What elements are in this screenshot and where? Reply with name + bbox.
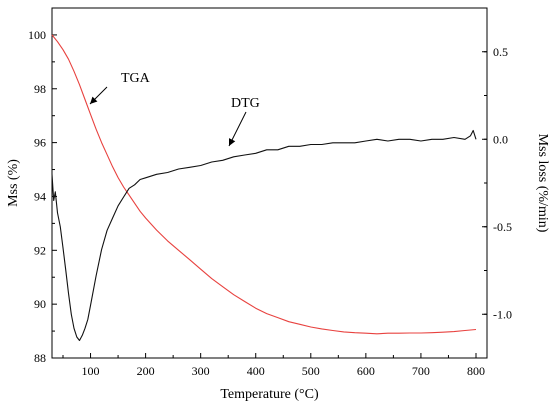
x-axis-title: Temperature (°C) <box>220 387 319 402</box>
left-y-tick-label: 94 <box>34 189 46 203</box>
x-tick-label: 500 <box>302 364 320 378</box>
series-layer <box>51 34 477 342</box>
dtg-series-line <box>51 129 477 342</box>
left-y-tick-label: 88 <box>34 351 46 365</box>
plot-border <box>51 7 488 359</box>
tga-arrow-head <box>90 96 98 104</box>
dtg-arrow-head <box>229 138 236 146</box>
left-y-tick-label: 92 <box>34 243 46 257</box>
x-tick-label: 700 <box>412 364 430 378</box>
tga-series-line <box>51 34 477 335</box>
left-y-tick-label: 100 <box>28 28 46 42</box>
left-y-tick-label: 96 <box>34 136 46 150</box>
x-tick-label: 100 <box>82 364 100 378</box>
right-y-tick-label: -1.0 <box>493 307 512 321</box>
left-y-tick-label: 98 <box>34 82 46 96</box>
x-tick-label: 200 <box>137 364 155 378</box>
right-y-tick-label: 0.0 <box>493 132 508 146</box>
x-tick-label: 600 <box>357 364 375 378</box>
left-y-tick-label: 90 <box>34 297 46 311</box>
x-tick-label: 300 <box>192 364 210 378</box>
right-y-axis-ticks: -1.0 -0.5 0.0 0.5 <box>482 7 512 359</box>
plot-frame <box>51 7 488 359</box>
x-axis-ticks: 100 200 300 400 500 600 700 800 <box>62 353 485 378</box>
x-tick-label: 400 <box>247 364 265 378</box>
right-y-tick-label: 0.5 <box>493 45 508 59</box>
tga-annotation-label: TGA <box>121 71 151 86</box>
left-y-axis-title: Mss (%) <box>6 159 21 207</box>
right-y-axis-title: Mss loss (%/min) <box>535 134 550 233</box>
annotations: TGA DTG <box>89 71 260 147</box>
dtg-annotation-label: DTG <box>231 96 260 111</box>
left-y-axis-ticks: 88 90 92 94 96 98 100 <box>28 7 57 365</box>
x-tick-label: 800 <box>467 364 485 378</box>
right-y-tick-label: -0.5 <box>493 220 512 234</box>
